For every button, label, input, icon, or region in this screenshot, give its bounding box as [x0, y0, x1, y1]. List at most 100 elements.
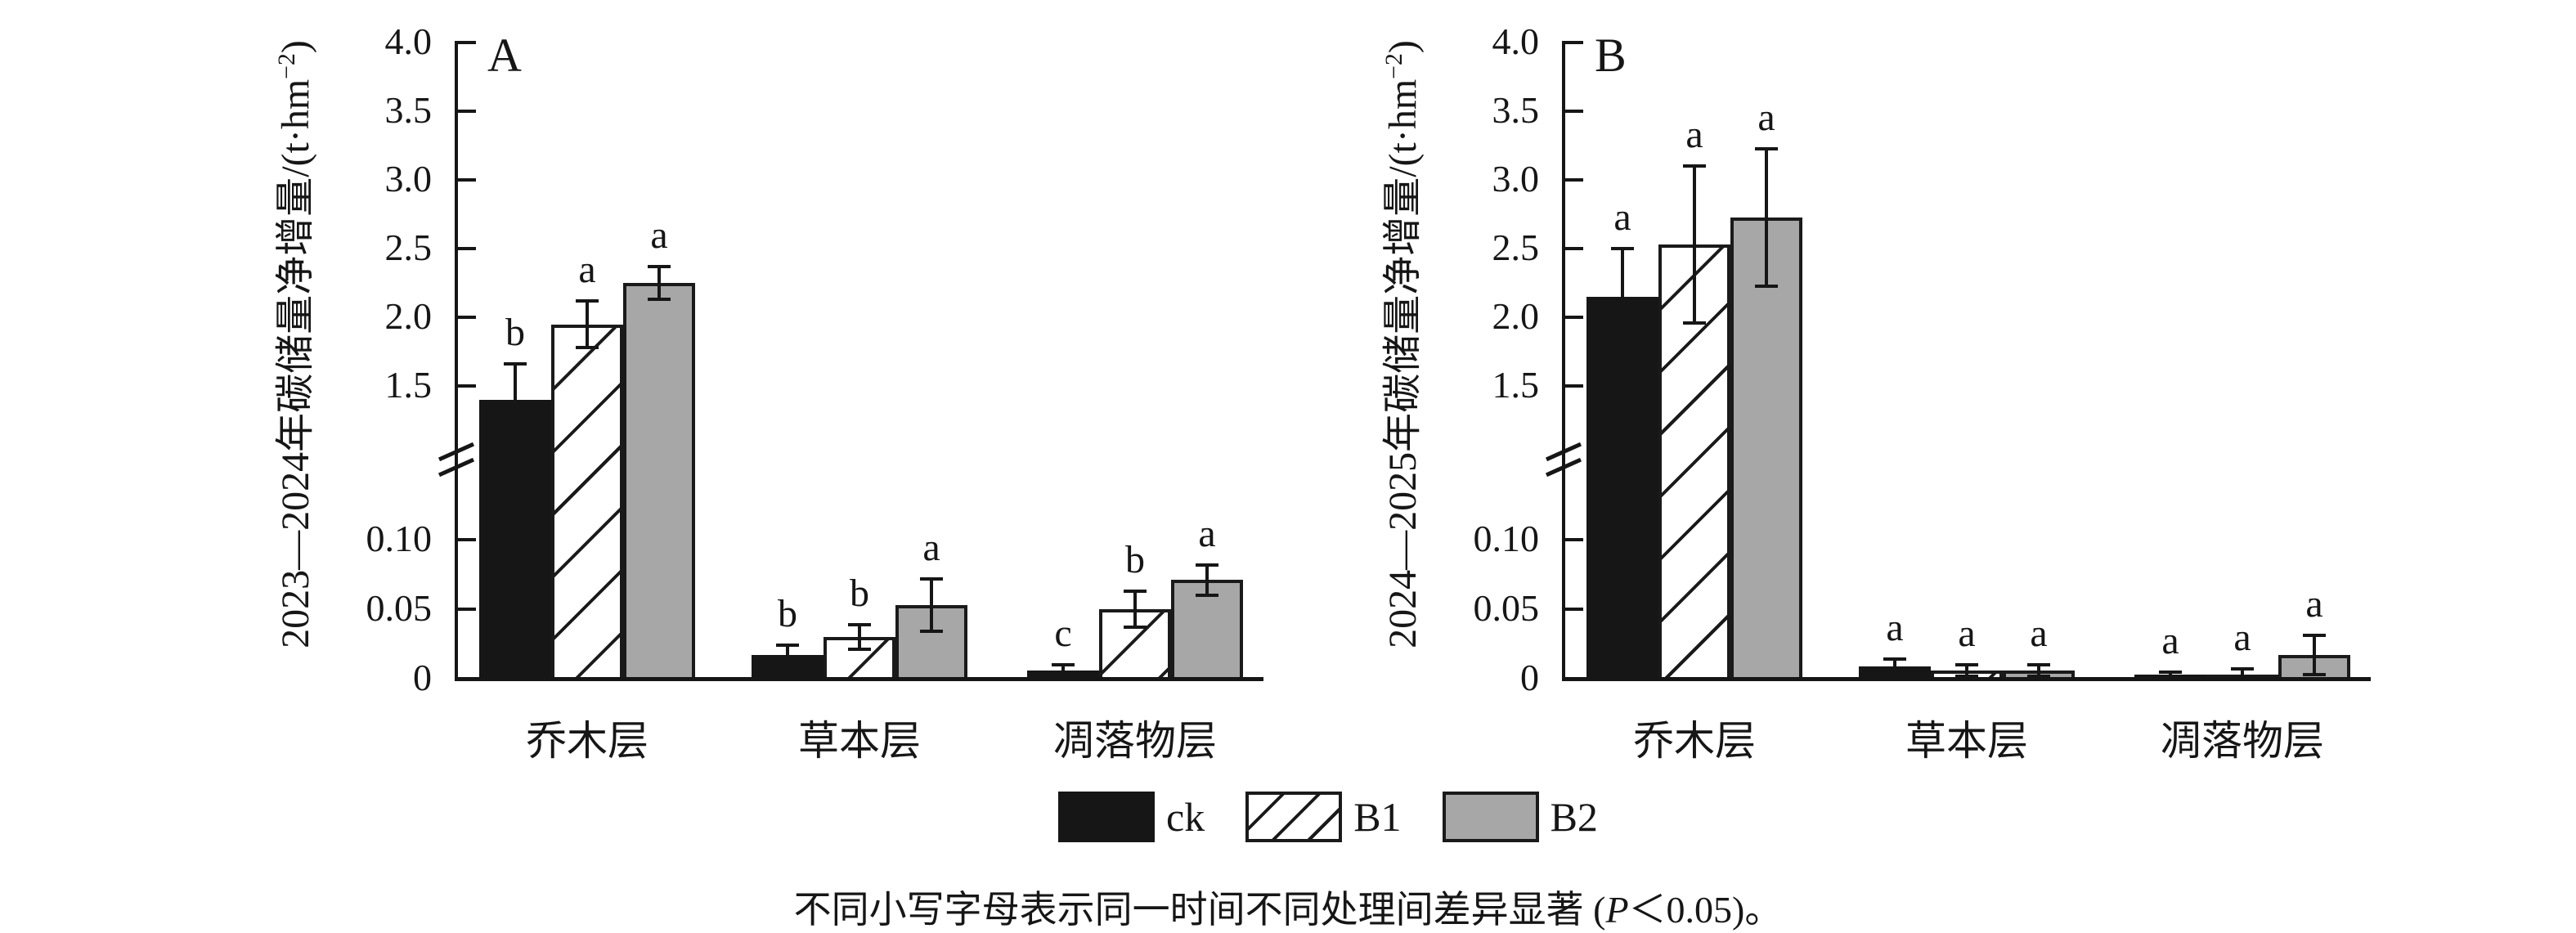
- y-tick-label: 0: [1520, 657, 1539, 698]
- y-tick-label: 2.5: [1492, 227, 1540, 269]
- y-tick-label: 3.5: [384, 89, 433, 132]
- significance-letter-ck-cat1: a: [1886, 606, 1904, 650]
- error-bar-B2-cat1: [930, 578, 933, 632]
- bar-ck-cat0: [479, 400, 551, 680]
- error-bar-ck-cat1: [786, 645, 789, 665]
- plot-area-b: 4.0 3.5 3.0 2.5 2.0 1.5 0.10 0.05 0 a a a a a a a a a 乔木层 草…: [1107, 0, 2416, 933]
- x-axis-line: [1562, 677, 2371, 681]
- error-bar-cap-top: [1052, 663, 1075, 666]
- x-axis-line: [455, 677, 1263, 681]
- x-category-label-cat2: 凋落物层: [1053, 718, 1217, 764]
- error-bar-B1-cat1: [858, 624, 861, 650]
- bar-ck-cat0: [1586, 297, 1658, 680]
- error-bar-cap-top: [1955, 663, 1978, 666]
- error-bar-cap-bottom: [776, 663, 799, 666]
- error-bar-B2-cat2: [2313, 635, 2316, 675]
- error-bar-cap-bottom: [1124, 626, 1147, 630]
- error-bar-cap-top: [2027, 663, 2050, 666]
- error-bar-cap-bottom: [2303, 672, 2326, 676]
- y-tick-label: 4.0: [1492, 20, 1540, 63]
- error-bar-B2-cat0: [1765, 148, 1768, 286]
- y-tick-mark: [1562, 247, 1583, 251]
- y-tick-label: 3.5: [1492, 89, 1540, 132]
- error-bar-B1-cat0: [1693, 166, 1696, 323]
- error-bar-B2-cat0: [657, 267, 661, 300]
- x-category-label-cat1: 草本层: [798, 718, 921, 764]
- y-tick-label: 2.0: [384, 295, 433, 338]
- legend-item-ck: ck: [1058, 792, 1205, 842]
- legend: ck B1 B2: [1058, 792, 1598, 842]
- error-bar-cap-top: [848, 622, 871, 626]
- legend-item-b1: B1: [1245, 792, 1402, 842]
- y-tick-mark: [455, 41, 476, 45]
- error-bar-cap-bottom: [1052, 674, 1075, 678]
- caption-threshold: ＜0.05)。: [1628, 889, 1783, 931]
- caption-p-symbol: P: [1605, 889, 1629, 931]
- panel-a: 2023—2024年碳储量净增量/(t·hm−2) A 4.0 3.5 3.0 2.5…: [273, 20, 1263, 764]
- legend-swatch-b2: [1442, 792, 1539, 842]
- error-bar-cap-top: [504, 362, 527, 366]
- bar-B2-cat0: [623, 283, 695, 680]
- y-tick-label: 3.0: [384, 158, 433, 200]
- error-bar-B1-cat2: [1133, 590, 1137, 628]
- error-bar-B2-cat1: [2037, 665, 2040, 676]
- panel-b: 2024—2025年碳储量净增量/(t·hm−2) B 4.0 3.5 3.0 2.5…: [1107, 0, 2416, 933]
- significance-letter-B2-cat0: a: [1757, 95, 1775, 139]
- error-bar-cap-bottom: [2027, 674, 2050, 678]
- significance-letter-B1-cat1: a: [1958, 612, 1976, 655]
- significance-letter-B2-cat0: a: [650, 213, 668, 258]
- significance-letter-B2-cat1: a: [2030, 612, 2048, 655]
- error-bar-cap-bottom: [920, 630, 943, 634]
- y-tick-mark: [1562, 316, 1583, 320]
- error-bar-cap-top: [2231, 667, 2254, 671]
- significance-letter-ck-cat2: a: [2161, 618, 2179, 662]
- y-tick-mark: [1562, 178, 1583, 182]
- y-tick-mark: [1562, 41, 1583, 45]
- significance-letter-B1-cat2: a: [2233, 616, 2251, 660]
- error-bar-cap-bottom: [648, 298, 671, 302]
- y-tick-label: 0.10: [366, 518, 433, 559]
- y-tick-mark: [1562, 538, 1583, 541]
- plot-area-a: 4.0 3.5 3.0 2.5 2.0 1.5 0.10 0.05 0 b b c a b b a a a 乔木层 草…: [366, 20, 1263, 764]
- y-tick-label: 2.0: [1492, 295, 1540, 338]
- bar-B1-cat0: [551, 324, 623, 680]
- y-tick-label: 0.05: [1473, 587, 1540, 629]
- error-bar-ck-cat2: [1061, 665, 1065, 676]
- significance-letter-B2-cat1: a: [922, 525, 940, 569]
- significance-letter-B1-cat0: a: [1685, 113, 1703, 157]
- significance-letter-B2-cat2: a: [2305, 582, 2323, 626]
- error-bar-cap-top: [648, 265, 671, 269]
- caption-text: 不同小写字母表示同一时间不同处理间差异显著 (: [793, 889, 1606, 931]
- error-bar-cap-bottom: [1196, 594, 1218, 597]
- error-bar-cap-bottom: [504, 433, 527, 437]
- y-tick-label: 0.05: [366, 587, 433, 629]
- significance-letter-B2-cat2: a: [1198, 511, 1216, 555]
- error-bar-cap-bottom: [2231, 675, 2254, 680]
- error-bar-cap-bottom: [1755, 284, 1778, 288]
- significance-letter-ck-cat1: b: [778, 592, 797, 636]
- error-bar-cap-top: [1755, 146, 1778, 150]
- y-tick-mark: [455, 538, 476, 541]
- y-tick-mark: [455, 110, 476, 114]
- y-tick-label: 0.10: [1473, 518, 1540, 559]
- legend-swatch-b1: [1245, 792, 1343, 842]
- error-bar-cap-top: [576, 299, 599, 303]
- error-bar-cap-top: [1683, 164, 1706, 168]
- significance-letter-B1-cat2: b: [1125, 537, 1145, 581]
- y-tick-mark: [455, 316, 476, 320]
- error-bar-ck-cat2: [2169, 671, 2172, 678]
- significance-letter-B1-cat0: a: [578, 248, 596, 292]
- legend-label-b1: B1: [1353, 794, 1402, 840]
- error-bar-ck-cat0: [514, 364, 517, 436]
- legend-swatch-ck: [1058, 792, 1155, 842]
- x-category-label-cat2: 凋落物层: [2161, 718, 2324, 764]
- error-bar-B1-cat0: [586, 301, 589, 348]
- y-tick-mark: [1562, 110, 1583, 114]
- legend-item-b2: B2: [1442, 792, 1598, 842]
- y-axis-line: [1562, 41, 1565, 681]
- y-tick-label: 1.5: [384, 364, 433, 406]
- error-bar-cap-top: [1883, 657, 1906, 662]
- y-tick-label: 1.5: [1492, 364, 1540, 406]
- error-bar-cap-bottom: [2159, 675, 2182, 680]
